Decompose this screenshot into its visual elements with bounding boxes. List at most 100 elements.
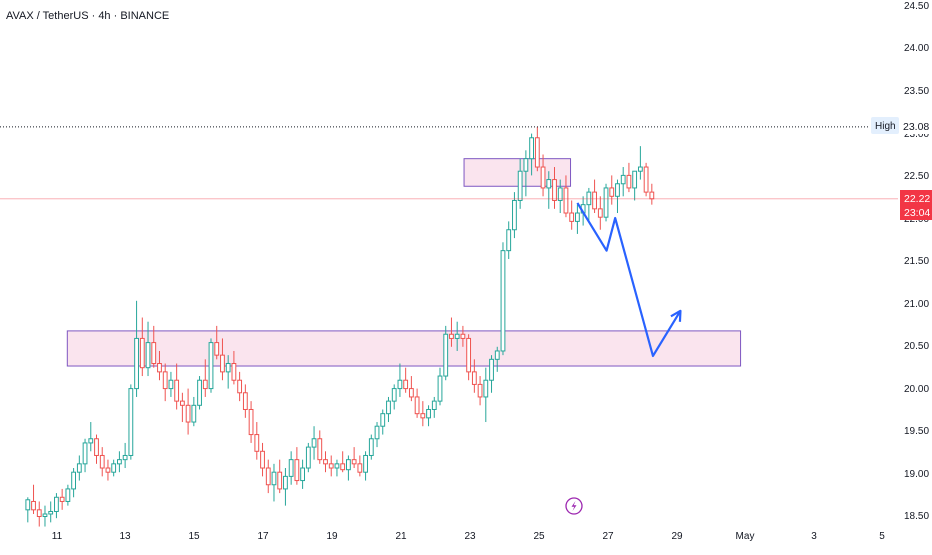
candle <box>437 367 443 406</box>
candle <box>603 183 609 222</box>
candle-body-up <box>517 170 523 201</box>
candle <box>157 350 162 381</box>
candle-body-down <box>466 337 472 373</box>
candle-body-down <box>36 509 42 518</box>
candle-body-down <box>323 459 328 465</box>
candle <box>31 484 36 514</box>
time-tick-label: 27 <box>602 531 614 542</box>
candle-body-up <box>443 333 449 377</box>
time-tick-label: 13 <box>119 531 131 542</box>
candle <box>185 388 191 435</box>
candle <box>71 468 77 498</box>
candle <box>649 183 655 205</box>
candle <box>563 175 569 218</box>
candle-body-up <box>506 229 512 252</box>
candle <box>197 376 202 410</box>
candle <box>105 459 111 481</box>
candle <box>426 405 431 427</box>
candle-body-down <box>94 438 99 456</box>
candle-body-down <box>99 454 105 469</box>
candle-body-up <box>512 199 517 231</box>
candle-body-down <box>449 333 454 339</box>
candle <box>637 146 643 180</box>
candle <box>300 459 306 489</box>
candle <box>454 321 460 351</box>
candle-body-up <box>483 379 489 398</box>
time-tick-label: 23 <box>464 531 476 542</box>
candle-body-down <box>649 191 655 200</box>
overlays-layer <box>0 126 898 358</box>
candle-body-up <box>128 388 134 456</box>
candle <box>323 451 328 473</box>
candle <box>283 468 288 506</box>
candle-body-up <box>117 459 122 465</box>
candle <box>449 317 454 347</box>
price-tick-label: 23.50 <box>904 86 929 97</box>
candle <box>48 501 54 523</box>
candle-body-up <box>391 388 397 402</box>
candle-body-up <box>397 379 403 390</box>
candle-body-up <box>334 463 340 469</box>
candle <box>254 422 260 460</box>
candle-body-up <box>637 166 643 172</box>
price-tick-label: 21.50 <box>904 256 929 267</box>
candle <box>586 187 592 222</box>
zones-layer[interactable] <box>66 158 742 367</box>
candle <box>489 355 494 393</box>
candle-body-down <box>174 379 180 402</box>
candle-body-up <box>283 475 288 490</box>
candle <box>403 367 409 393</box>
candle <box>294 447 300 485</box>
lightning-icon[interactable] <box>565 497 583 515</box>
candle-body-up <box>615 183 620 197</box>
price-tick-label: 19.00 <box>904 469 929 480</box>
candle-body-down <box>162 371 168 390</box>
candle <box>111 459 117 477</box>
candle <box>151 325 157 368</box>
candle <box>368 434 374 460</box>
candle <box>225 355 231 389</box>
candle-body-down <box>248 408 254 436</box>
candle <box>54 493 59 519</box>
candle <box>557 179 563 214</box>
candle <box>552 167 557 209</box>
candle <box>408 376 414 402</box>
candle <box>529 133 535 176</box>
candle <box>615 179 620 214</box>
candle <box>374 422 380 448</box>
price-axis[interactable]: 24.50 24.00 23.50 23.00 22.50 22.00 21.5… <box>871 1 932 522</box>
time-tick-label: 11 <box>52 531 63 542</box>
candle-body-up <box>437 375 443 402</box>
candle-body-down <box>231 363 237 381</box>
candle-body-down <box>471 371 477 385</box>
candle <box>477 376 483 406</box>
candle-body-up <box>311 438 317 448</box>
candle-body-down <box>351 459 357 465</box>
candle-body-down <box>265 467 271 486</box>
price-tick-label: 23.00 <box>904 129 929 140</box>
candle-body-down <box>563 187 569 214</box>
time-tick-label: May <box>736 531 755 542</box>
time-tick-label: 17 <box>257 531 269 542</box>
candle <box>414 388 420 418</box>
candle-body-up <box>380 413 386 427</box>
candle <box>260 442 265 477</box>
time-axis[interactable]: 11 13 15 17 19 21 23 25 27 29 May 3 5 <box>52 531 885 542</box>
candle <box>179 392 185 423</box>
candle <box>59 488 65 510</box>
candle <box>512 192 517 239</box>
last-price-value: 22.22 <box>904 193 930 205</box>
price-tick-label: 18.50 <box>904 511 929 522</box>
candle-body-down <box>179 400 185 406</box>
support-zone[interactable] <box>66 330 742 367</box>
candle-body-up <box>305 446 311 469</box>
candle-body-down <box>31 500 36 511</box>
candle <box>277 459 283 494</box>
candle <box>248 401 254 443</box>
high-tag-label: High <box>875 121 896 132</box>
candle <box>128 384 134 460</box>
candle <box>122 442 128 469</box>
high-tag-bg <box>871 117 899 134</box>
